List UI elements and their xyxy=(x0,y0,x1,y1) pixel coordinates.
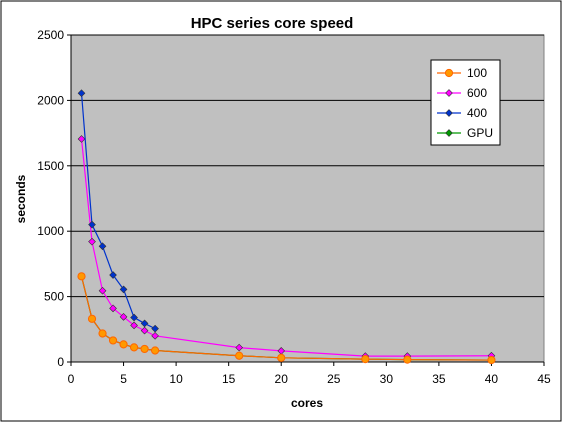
legend-box xyxy=(430,59,501,146)
y-tick-label: 0 xyxy=(57,355,64,369)
data-point-100 xyxy=(361,355,370,364)
data-point-100 xyxy=(235,351,244,360)
data-point-100 xyxy=(277,353,286,362)
axes: 0 500 1000 1500 2000 2500 0 5 10 15 20 25 30 35 40 45 xyxy=(37,28,551,386)
legend-item-gpu: GPU xyxy=(437,126,493,140)
x-tick-label: 20 xyxy=(275,372,289,386)
data-point-400 xyxy=(109,271,117,279)
data-point-400 xyxy=(151,324,159,333)
x-tick-label: 15 xyxy=(222,372,236,386)
y-tick-label: 2500 xyxy=(37,28,64,42)
data-point-600 xyxy=(98,286,107,295)
data-point-600 xyxy=(109,304,117,313)
data-point-600 xyxy=(151,332,159,340)
x-tick-label: 25 xyxy=(327,372,341,386)
x-tick-label: 30 xyxy=(380,372,394,386)
legend-swatch-marker xyxy=(445,89,453,97)
data-point-600 xyxy=(235,343,244,352)
data-point-100 xyxy=(129,343,139,352)
data-point-100 xyxy=(108,336,118,345)
data-point-100 xyxy=(140,344,149,354)
x-tick-label: 0 xyxy=(68,372,75,386)
data-point-400 xyxy=(77,89,86,98)
y-axis-title: seconds xyxy=(14,174,28,223)
legend-label: 400 xyxy=(467,106,487,120)
y-tick-label: 2000 xyxy=(37,93,64,107)
data-point-600 xyxy=(119,313,128,321)
data-point-100 xyxy=(87,314,97,323)
legend-swatch-marker xyxy=(445,109,453,117)
x-tick-label: 10 xyxy=(169,372,183,386)
legend-item-100: 100 xyxy=(437,66,487,80)
data-point-100 xyxy=(403,355,412,364)
legend-label: 100 xyxy=(467,66,487,80)
y-tick-label: 1500 xyxy=(37,159,64,173)
legend-swatch-marker xyxy=(444,68,454,78)
series-400 xyxy=(77,89,159,333)
data-point-400 xyxy=(119,285,128,294)
legend-swatch-marker xyxy=(445,129,453,137)
data-point-100 xyxy=(150,346,160,355)
data-point-100 xyxy=(98,329,107,338)
legend-item-400: 400 xyxy=(437,106,487,120)
x-tick-label: 45 xyxy=(537,372,551,386)
x-tick-label: 40 xyxy=(485,372,499,386)
x-tick-label: 35 xyxy=(432,372,446,386)
y-tick-label: 1000 xyxy=(37,224,64,238)
legend-item-600: 600 xyxy=(437,86,487,100)
data-point-100 xyxy=(487,355,496,365)
series-layer xyxy=(77,89,496,365)
data-point-400 xyxy=(130,313,138,322)
data-point-100 xyxy=(119,340,128,349)
x-axis-title: cores xyxy=(291,396,323,410)
data-point-100 xyxy=(77,272,86,281)
x-tick-label: 5 xyxy=(120,372,127,386)
legend-label: 600 xyxy=(467,86,487,100)
y-tick-label: 500 xyxy=(44,290,64,304)
data-point-400 xyxy=(88,220,96,229)
data-point-600 xyxy=(77,135,86,143)
series-100 xyxy=(77,272,496,365)
chart-title: HPC series core speed xyxy=(191,15,354,32)
data-point-400 xyxy=(140,319,149,328)
data-point-400 xyxy=(98,242,107,251)
data-point-600 xyxy=(140,326,149,335)
data-point-600 xyxy=(130,321,138,330)
data-point-600 xyxy=(88,237,96,246)
legend: 100 600 400 GPU xyxy=(430,59,501,146)
legend-label: GPU xyxy=(467,126,493,140)
